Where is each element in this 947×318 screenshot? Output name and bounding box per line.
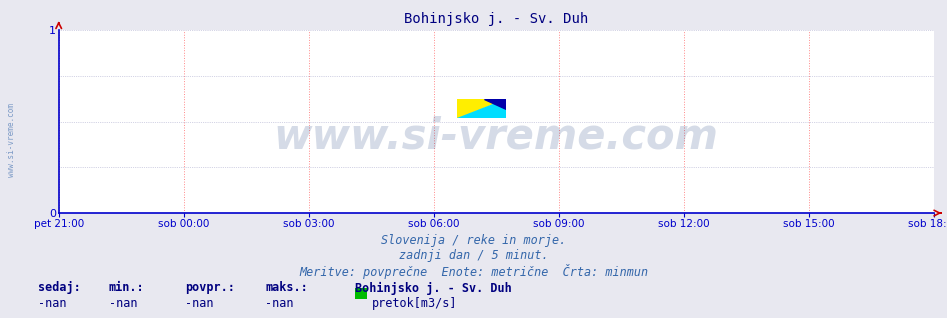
Text: -nan: -nan bbox=[38, 297, 66, 310]
Polygon shape bbox=[456, 99, 506, 118]
Title: Bohinjsko j. - Sv. Duh: Bohinjsko j. - Sv. Duh bbox=[404, 12, 588, 26]
Polygon shape bbox=[456, 99, 506, 118]
Text: www.si-vreme.com: www.si-vreme.com bbox=[274, 115, 719, 157]
Text: -nan: -nan bbox=[109, 297, 137, 310]
Text: zadnji dan / 5 minut.: zadnji dan / 5 minut. bbox=[399, 249, 548, 262]
Text: povpr.:: povpr.: bbox=[185, 281, 235, 294]
Text: -nan: -nan bbox=[185, 297, 213, 310]
Text: min.:: min.: bbox=[109, 281, 145, 294]
Text: -nan: -nan bbox=[265, 297, 294, 310]
Polygon shape bbox=[484, 99, 506, 109]
Text: www.si-vreme.com: www.si-vreme.com bbox=[7, 103, 16, 177]
Text: pretok[m3/s]: pretok[m3/s] bbox=[372, 297, 457, 310]
Text: Bohinjsko j. - Sv. Duh: Bohinjsko j. - Sv. Duh bbox=[355, 281, 512, 294]
Text: Meritve: povprečne  Enote: metrične  Črta: minmun: Meritve: povprečne Enote: metrične Črta:… bbox=[299, 264, 648, 279]
Text: Slovenija / reke in morje.: Slovenija / reke in morje. bbox=[381, 234, 566, 247]
Text: maks.:: maks.: bbox=[265, 281, 308, 294]
Text: sedaj:: sedaj: bbox=[38, 281, 80, 294]
